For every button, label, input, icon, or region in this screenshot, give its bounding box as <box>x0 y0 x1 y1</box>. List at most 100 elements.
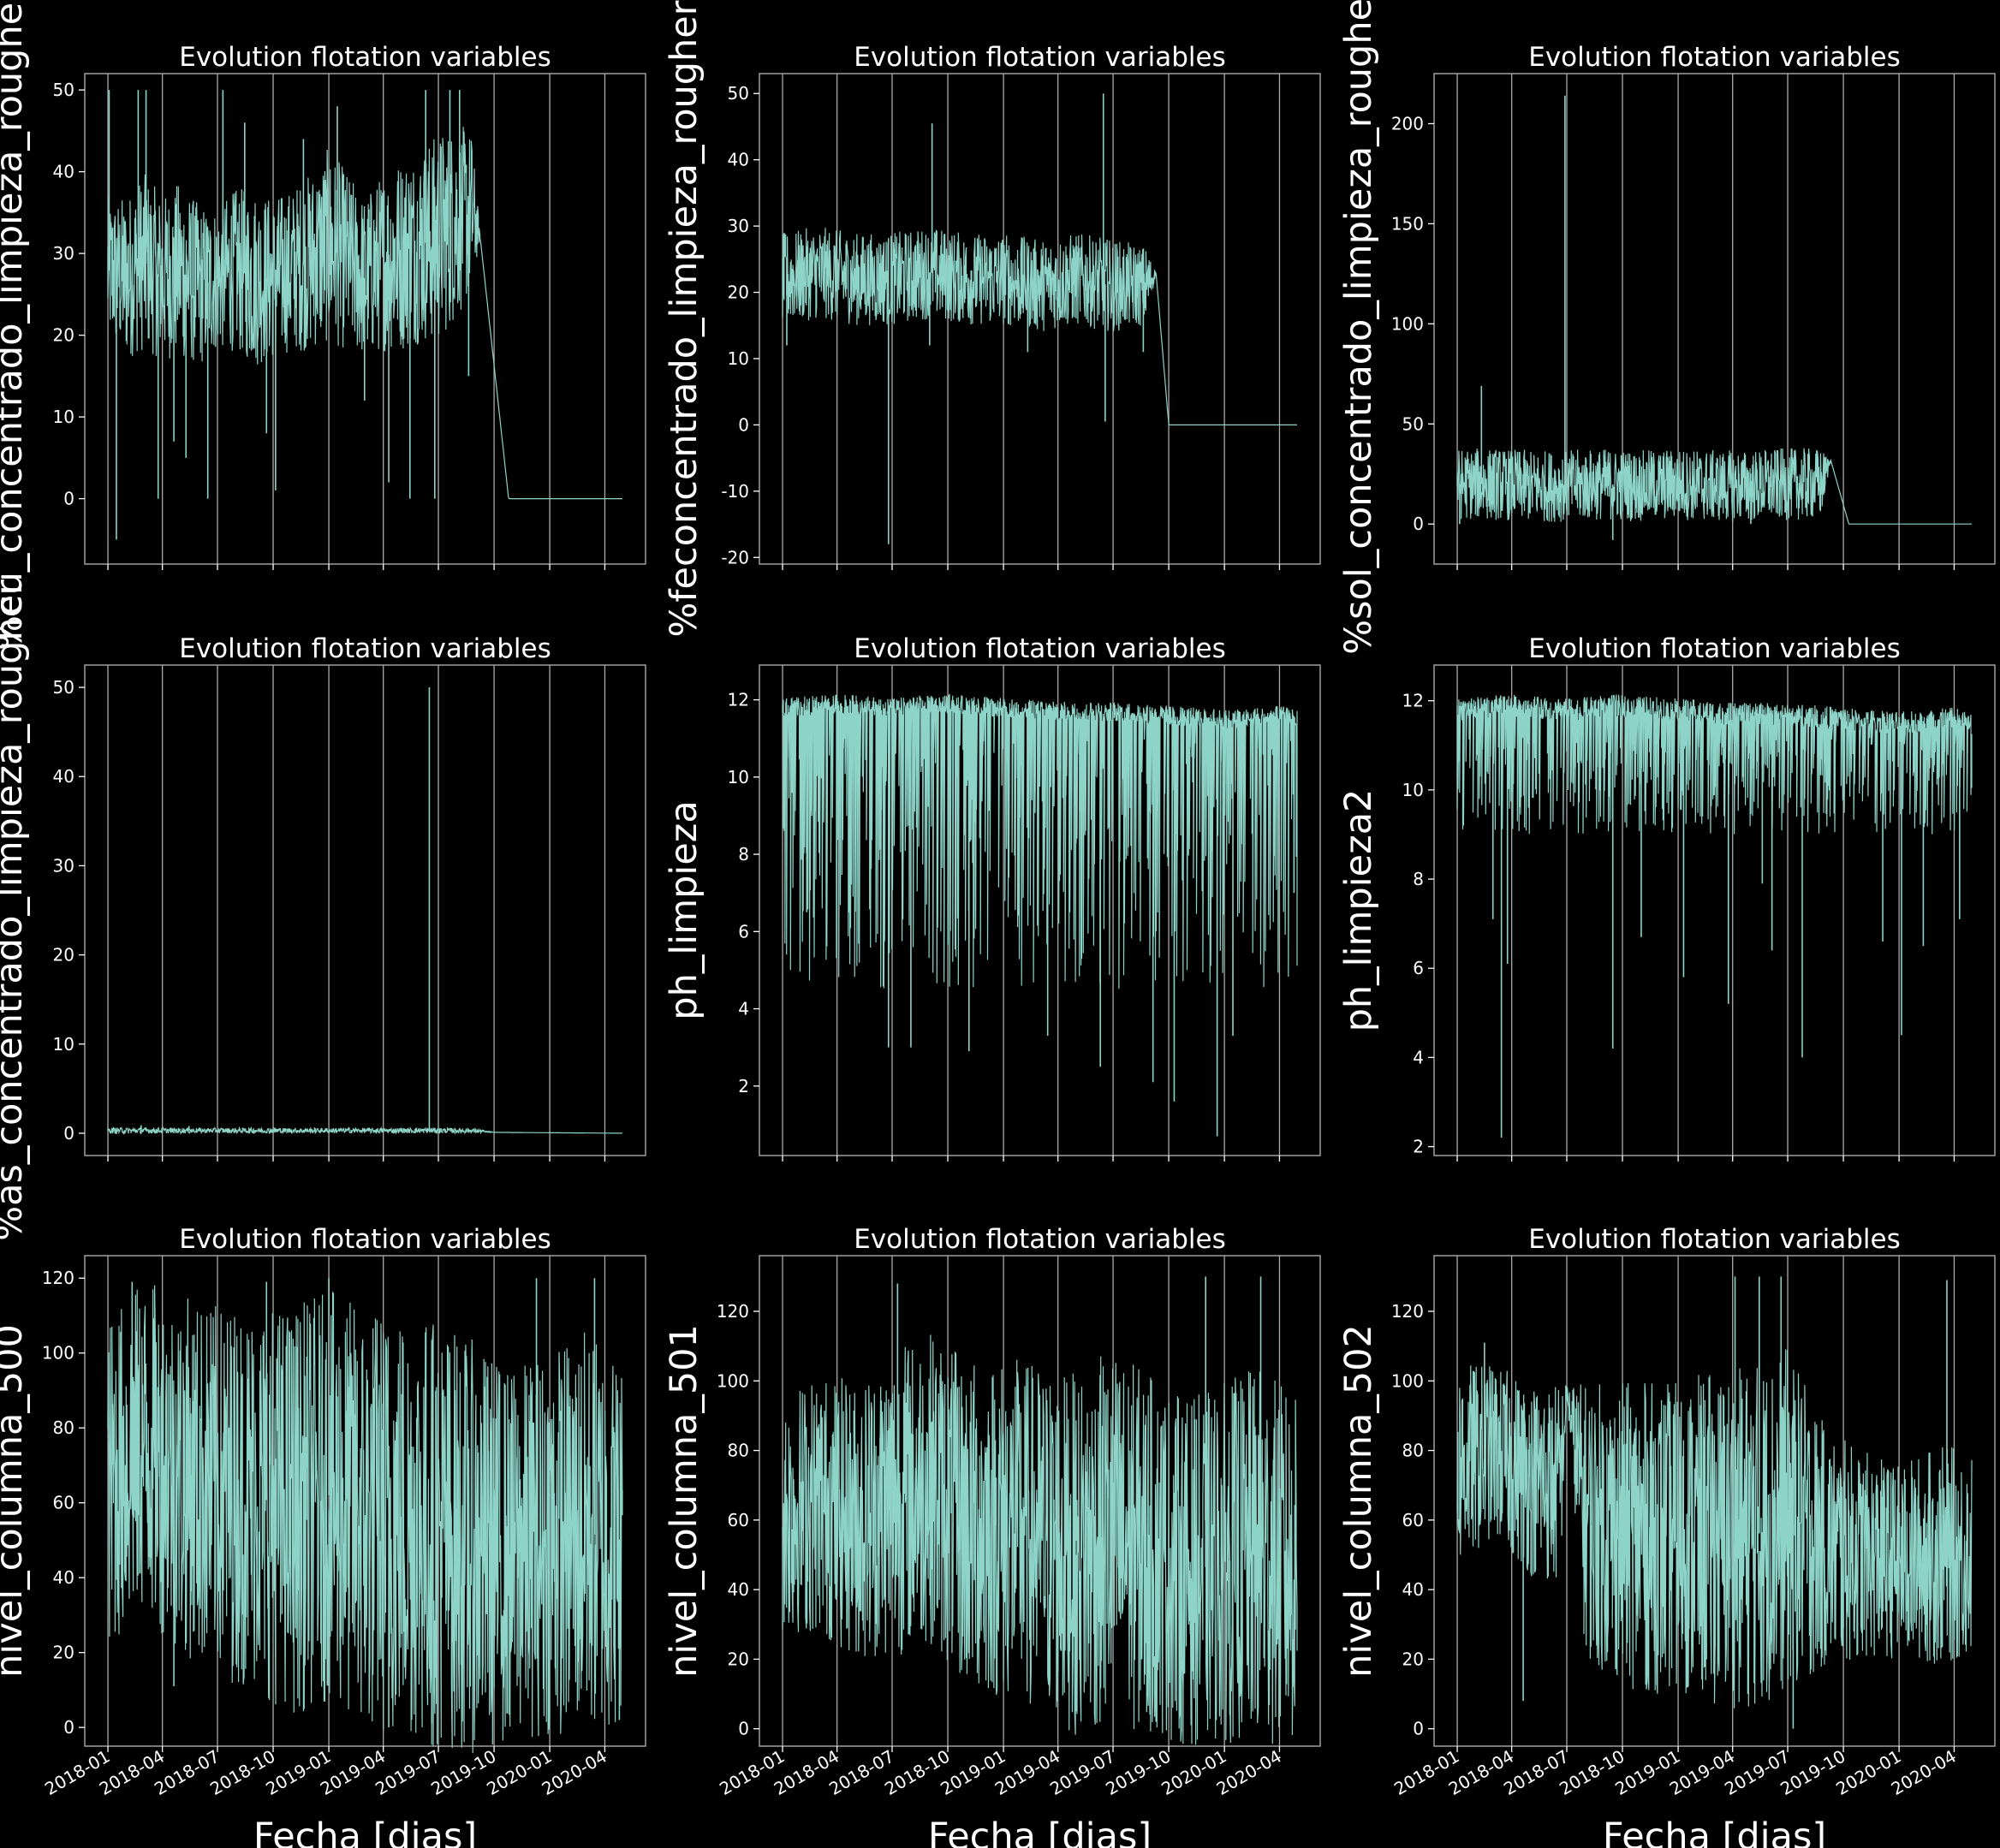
y-axis-label: nivel_columna_502 <box>1337 1324 1380 1678</box>
subplot-7: 0204060801001202018-012018-042018-072018… <box>0 1224 646 1848</box>
y-tick-label: 20 <box>728 1649 749 1669</box>
y-tick-label: 8 <box>1413 869 1424 889</box>
axes-frame <box>84 664 646 1156</box>
y-tick-label: 100 <box>1391 1370 1424 1391</box>
axes-frame <box>1433 664 1996 1156</box>
y-tick-label: 30 <box>53 243 74 264</box>
y-tick-label: 60 <box>728 1510 749 1530</box>
y-tick-label: 6 <box>738 921 749 942</box>
y-tick-label: 80 <box>53 1417 74 1438</box>
subplot-title: Evolution flotation variables <box>854 1224 1225 1255</box>
y-tick-label: 12 <box>1402 691 1424 711</box>
y-tick-label: 200 <box>1391 113 1424 134</box>
subplot-5: 2 4 6 8 10 12 Evolution flotation variables ph_… <box>663 633 1321 1162</box>
y-axis-label: ph_limpieza <box>663 800 705 1019</box>
y-tick-label: 100 <box>1391 313 1424 334</box>
y-tick-label: 0 <box>738 1719 749 1739</box>
y-tick-label: 4 <box>738 999 749 1019</box>
subplot-title: Evolution flotation variables <box>854 633 1225 664</box>
y-tick-label: 20 <box>53 945 74 966</box>
axes-frame <box>84 1255 646 1747</box>
subplot-title: Evolution flotation variables <box>179 1224 551 1255</box>
y-tick-label: 20 <box>728 282 749 303</box>
y-tick-label: 20 <box>1402 1649 1424 1669</box>
x-axis-label: Fecha [dias] <box>253 1815 477 1848</box>
y-tick-label: 8 <box>738 844 749 865</box>
series-line <box>782 693 1298 989</box>
y-axis-label: %sol_concentrado_limpieza_rougher <box>1337 0 1380 655</box>
y-tick-label: 4 <box>1413 1047 1424 1067</box>
y-tick-label: 12 <box>728 690 749 710</box>
subplot-9: 0204060801001202018-012018-042018-072018… <box>1337 1224 1996 1848</box>
y-tick-label: 40 <box>53 766 74 787</box>
y-tick-label: 50 <box>53 80 74 100</box>
y-tick-label: 0 <box>1413 514 1424 534</box>
axes-frame <box>84 73 646 565</box>
axes-frame <box>759 664 1321 1156</box>
y-tick-label: 80 <box>728 1441 749 1461</box>
y-tick-label: 40 <box>728 1579 749 1600</box>
y-axis-label: %feconcentrado_limpieza_rougher <box>663 0 705 637</box>
series-line <box>1456 694 1973 835</box>
subplot-2: -20 -10 0 10 20 30 40 50 Evolution flotation var… <box>663 0 1321 637</box>
y-tick-label: 30 <box>728 216 749 236</box>
y-tick-label: 0 <box>1413 1719 1424 1739</box>
y-axis-label: nivel_columna_500 <box>0 1324 31 1678</box>
y-tick-label: 2 <box>1413 1137 1424 1157</box>
y-tick-label: 20 <box>53 325 74 346</box>
y-tick-label: 40 <box>1402 1579 1424 1600</box>
y-tick-label: 0 <box>63 489 74 509</box>
y-tick-label: 60 <box>53 1493 74 1513</box>
y-axis-label: ph_limpieza2 <box>1337 789 1380 1032</box>
y-tick-label: 60 <box>1402 1510 1424 1530</box>
series-line <box>107 127 622 500</box>
y-tick-label: 50 <box>728 83 749 104</box>
y-tick-label: 100 <box>717 1370 749 1391</box>
axes-frame <box>759 73 1321 565</box>
subplot-title: Evolution flotation variables <box>179 633 551 664</box>
y-tick-label: 40 <box>728 150 749 170</box>
subplot-title: Evolution flotation variables <box>854 42 1225 73</box>
x-axis-label: Fecha [dias] <box>1603 1815 1826 1848</box>
series-line <box>107 1285 623 1754</box>
y-tick-label: 10 <box>1402 780 1424 800</box>
y-tick-label: 120 <box>1391 1301 1424 1322</box>
y-tick-label: 0 <box>738 414 749 435</box>
y-axis-label: nivel_columna_501 <box>663 1324 705 1678</box>
y-tick-label: 150 <box>1391 213 1424 234</box>
y-axis-label: %as_concentrado_limpieza_rougher <box>0 579 31 1241</box>
subplot-title: Evolution flotation variables <box>1528 42 1900 73</box>
y-tick-label: 0 <box>63 1123 74 1144</box>
series-line <box>1456 448 1972 525</box>
series-line <box>782 1334 1298 1745</box>
y-axis-label: %cu_concentrado_limpieza_rougher <box>0 0 31 651</box>
y-tick-label: 10 <box>53 1034 74 1055</box>
x-axis-label: Fecha [dias] <box>928 1815 1152 1848</box>
subplot-8: 0204060801001202018-012018-042018-072018… <box>663 1224 1321 1848</box>
y-tick-label: 80 <box>1402 1441 1424 1461</box>
y-tick-label: 10 <box>728 767 749 787</box>
y-tick-label: -20 <box>721 547 749 567</box>
series-line <box>1456 1349 1973 1708</box>
y-tick-label: 30 <box>53 855 74 876</box>
subplot-title: Evolution flotation variables <box>1528 1224 1900 1255</box>
y-tick-label: -10 <box>721 481 749 502</box>
y-tick-label: 40 <box>53 1567 74 1588</box>
y-tick-label: 2 <box>738 1076 749 1096</box>
series-line <box>782 228 1297 425</box>
subplot-1: 0 10 20 30 40 50 Evolution flotation variables… <box>0 0 646 651</box>
subplot-4: 0 10 20 30 40 50 Evolution flotation variables… <box>0 579 646 1241</box>
subplot-6: 2 4 6 8 10 12 Evolution flotation variables ph_… <box>1337 633 1996 1162</box>
y-tick-label: 10 <box>728 348 749 369</box>
subplot-title: Evolution flotation variables <box>1528 633 1900 664</box>
y-tick-label: 50 <box>53 677 74 698</box>
y-tick-label: 40 <box>53 162 74 182</box>
y-tick-label: 100 <box>42 1343 74 1364</box>
axes-frame <box>759 1255 1321 1747</box>
y-tick-label: 120 <box>42 1268 74 1288</box>
y-tick-label: 0 <box>63 1717 74 1738</box>
y-tick-label: 10 <box>53 407 74 427</box>
axes-frame <box>1433 1255 1996 1747</box>
subplot-3: 0 50 100 150 200 Evolution flotation variable… <box>1337 0 1996 655</box>
